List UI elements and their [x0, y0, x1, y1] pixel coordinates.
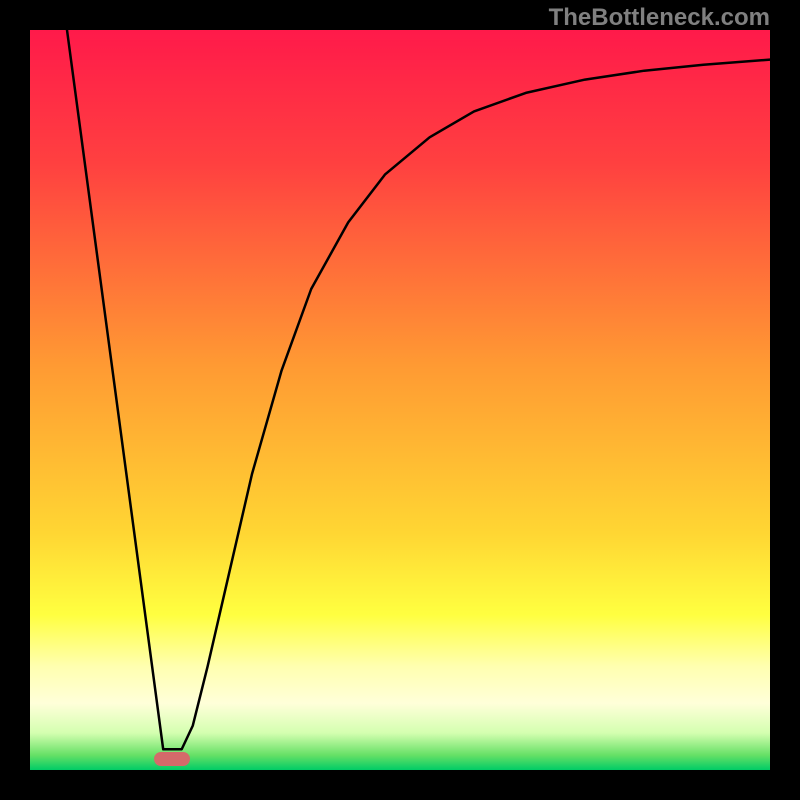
optimal-marker [154, 752, 190, 766]
chart-container: TheBottleneck.com [0, 0, 800, 800]
plot-area [30, 30, 770, 770]
bottleneck-curve [67, 30, 770, 749]
watermark-text: TheBottleneck.com [549, 4, 770, 32]
curve-layer [30, 30, 770, 770]
